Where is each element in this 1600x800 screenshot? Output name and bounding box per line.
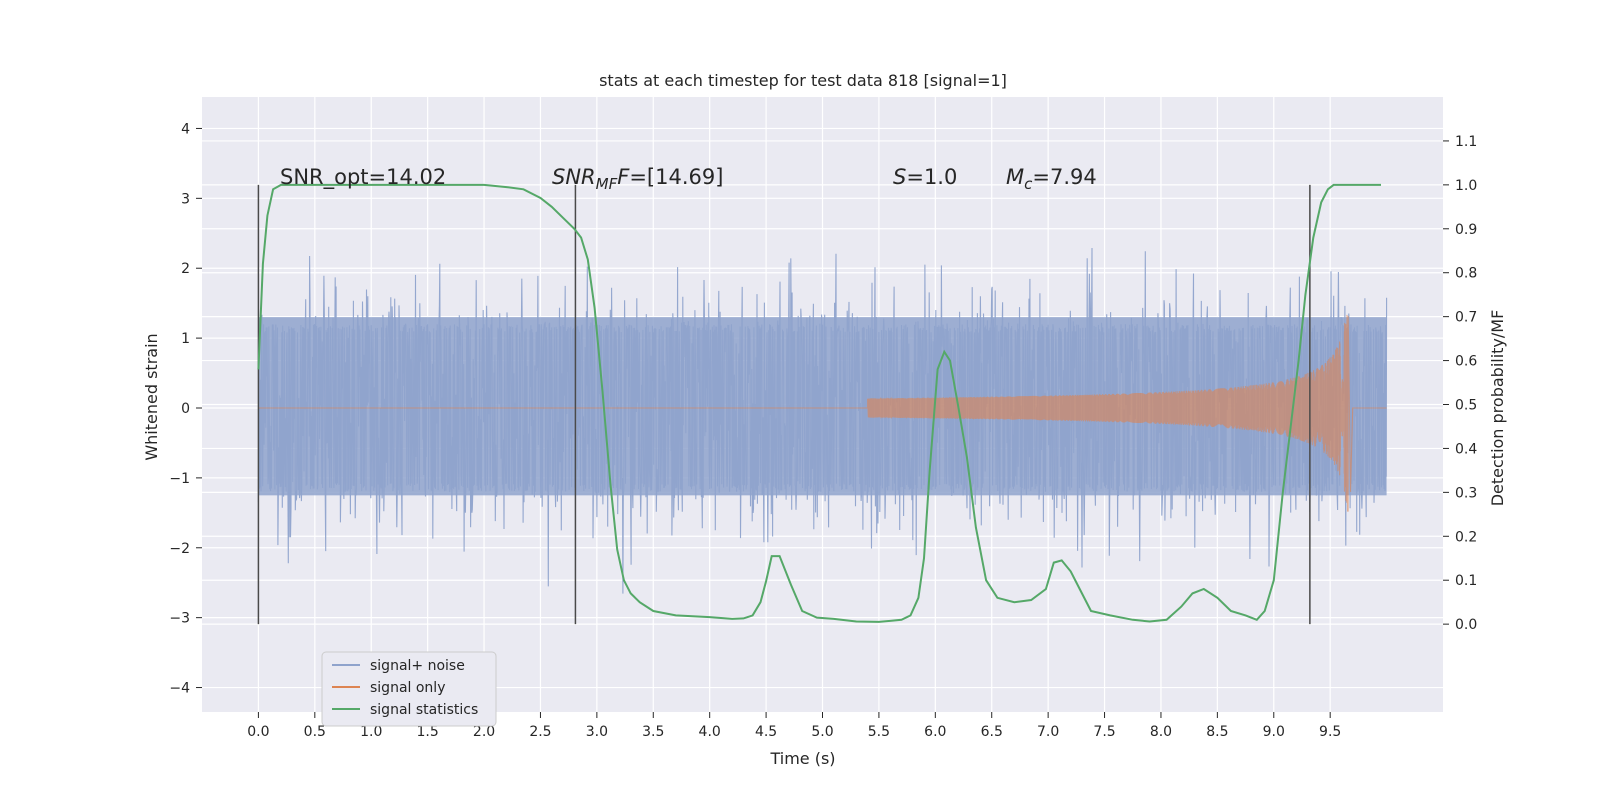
x-tick-label: 2.0 — [473, 724, 495, 740]
signal-series-line — [258, 314, 1387, 512]
x-tick-label: 8.5 — [1206, 724, 1228, 740]
x-tick-label: 7.0 — [1037, 724, 1059, 740]
legend-label-signal-noise: signal+ noise — [370, 658, 465, 674]
x-tick-label: 3.5 — [642, 724, 664, 740]
legend-box — [321, 651, 497, 727]
x-tick-label: 9.0 — [1263, 724, 1285, 740]
annotation-s-main: S — [893, 165, 906, 189]
x-tick-label: 6.5 — [981, 724, 1003, 740]
annotation-snr-opt: SNR_opt=14.02 — [280, 165, 446, 190]
y-left-axis-label: Whitened strain — [142, 333, 161, 460]
y-left-tick-label: 1 — [181, 331, 190, 347]
y-left-ticks: 4 3 2 1 0 −1 −2 −3 −4 — [169, 121, 202, 697]
x-axis-label: Time (s) — [769, 749, 835, 768]
x-tick-label: 4.5 — [755, 724, 777, 740]
y-left-tick-label: −1 — [169, 471, 190, 487]
annotation-s-value: =1.0 — [906, 165, 957, 189]
annotation-snr-mf-main: SNR — [552, 165, 596, 189]
statistics-series-line — [257, 183, 1381, 623]
x-tick-label: 1.0 — [360, 724, 382, 740]
y-right-tick-label: 1.0 — [1455, 178, 1477, 194]
x-tick-label: 0.0 — [247, 724, 269, 740]
y-right-tick-label: 0.3 — [1455, 485, 1477, 501]
y-right-ticks: 1.1 1.0 0.9 0.8 0.7 0.6 0.5 0.4 0.3 0.2 0.1 0.0 — [1443, 134, 1477, 633]
annotation-snr-mf: SNRMFF=[14.69] — [552, 165, 723, 193]
y-right-tick-label: 0.7 — [1455, 310, 1477, 326]
y-left-tick-label: −4 — [169, 681, 190, 697]
annotation-snr-mf-sub: MF — [596, 175, 618, 193]
x-tick-label: 6.0 — [924, 724, 946, 740]
y-left-tick-label: 3 — [181, 191, 190, 207]
x-tick-label: 0.5 — [304, 724, 326, 740]
x-tick-label: 8.0 — [1150, 724, 1172, 740]
signal-series — [258, 314, 1387, 512]
y-right-tick-label: 0.2 — [1455, 529, 1477, 545]
x-tick-label: 1.5 — [417, 724, 439, 740]
y-left-tick-label: 4 — [181, 121, 190, 137]
y-right-tick-label: 0.9 — [1455, 222, 1477, 238]
annotation-mc: Mc=7.94 — [1006, 165, 1097, 193]
x-tick-label: 2.5 — [529, 724, 551, 740]
x-tick-label: 9.5 — [1319, 724, 1341, 740]
x-tick-label: 5.5 — [868, 724, 890, 740]
x-tick-label: 4.0 — [699, 724, 721, 740]
annotation-snr-mf-f: F — [617, 165, 630, 189]
y-right-tick-label: 0.0 — [1455, 617, 1477, 633]
y-left-tick-label: 0 — [181, 401, 190, 417]
y-left-tick-label: 2 — [181, 261, 190, 277]
legend: signal+ noise signal only signal statist… — [321, 651, 497, 727]
y-right-tick-label: 0.6 — [1455, 354, 1477, 370]
chart-title: stats at each timestep for test data 818… — [599, 71, 1007, 90]
y-right-tick-label: 0.5 — [1455, 398, 1477, 414]
y-left-tick-label: −2 — [169, 541, 190, 557]
annotation-mc-main: M — [1006, 165, 1024, 189]
x-ticks: 0.0 0.5 1.0 1.5 2.0 2.5 3.0 3.5 4.0 4.5 5.0 5.5 6.0 6… — [247, 712, 1341, 740]
annotation-mc-value: =7.94 — [1032, 165, 1096, 189]
legend-label-signal-statistics: signal statistics — [370, 702, 478, 718]
annotation-snr-mf-value: =[14.69] — [629, 165, 723, 189]
y-right-tick-label: 0.1 — [1455, 573, 1477, 589]
annotation-s: S=1.0 — [893, 165, 957, 189]
x-tick-label: 5.0 — [811, 724, 833, 740]
y-right-axis-label: Detection probability/MF — [1488, 310, 1507, 507]
annotation-mc-sub: c — [1024, 175, 1033, 193]
y-right-tick-label: 0.4 — [1455, 441, 1477, 457]
y-right-tick-label: 1.1 — [1455, 134, 1477, 150]
legend-label-signal-only: signal only — [370, 680, 445, 696]
y-right-tick-label: 0.8 — [1455, 266, 1477, 282]
x-tick-label: 3.0 — [586, 724, 608, 740]
x-tick-label: 7.5 — [1093, 724, 1115, 740]
y-left-tick-label: −3 — [169, 611, 190, 627]
